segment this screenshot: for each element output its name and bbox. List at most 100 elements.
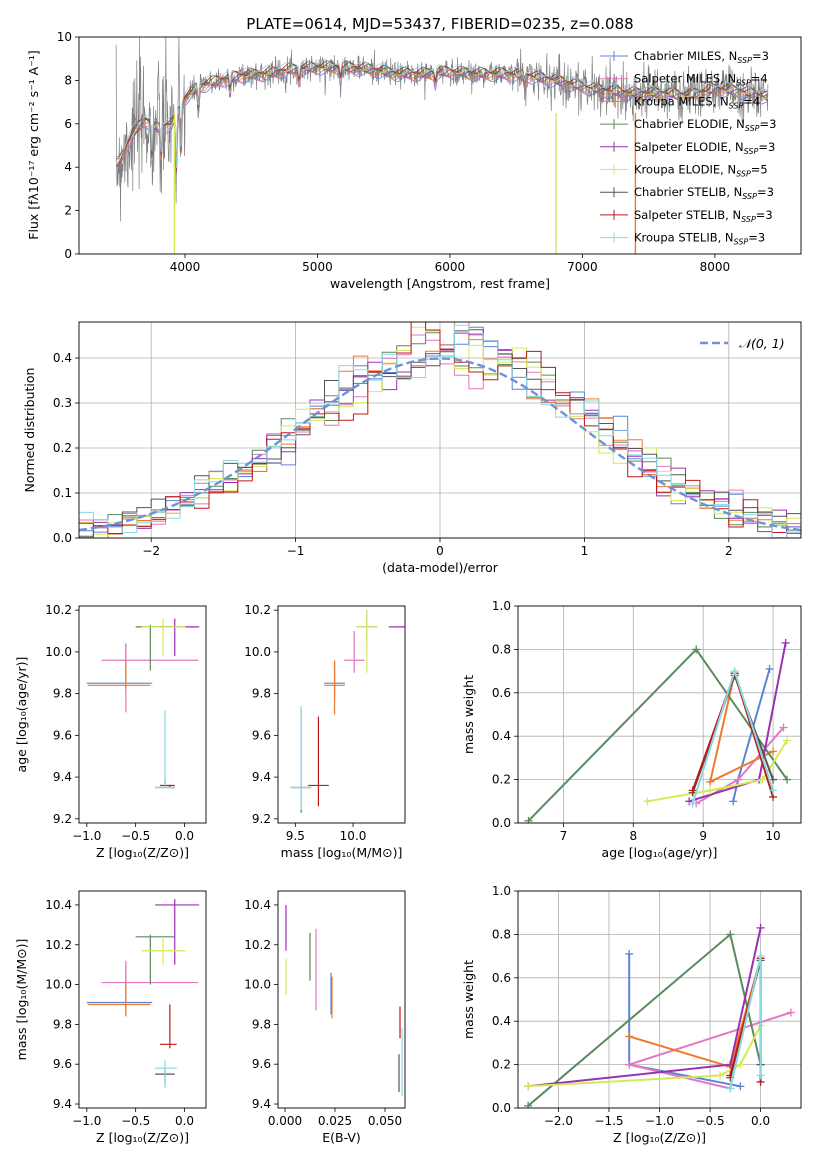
y-tick-label: 0.8 xyxy=(492,927,511,941)
panel-weight_vs_Z: −2.0 −1.5 −1.0 −0.5 0.0 0.0 0.2 0.4 0.6 0.8 1.0 Z [… xyxy=(461,884,802,1145)
plot-area xyxy=(290,610,405,813)
legend-entry: Chabrier ELODIE, NSSP=3 xyxy=(634,117,776,133)
y-tick-label: 10.0 xyxy=(244,978,271,992)
y-axis-label: Flux [fλ10⁻¹⁷ erg cm⁻² s⁻¹ A⁻¹] xyxy=(26,50,41,239)
x-tick-label: 0.0 xyxy=(751,1114,770,1128)
y-tick-label: 10.2 xyxy=(244,938,271,952)
y-tick-label: 0.6 xyxy=(492,971,511,985)
y-axis-label: mass weight xyxy=(461,960,476,1039)
x-axis-label: Z [log₁₀(Z/Z⊙)] xyxy=(96,845,189,860)
legend-text: Chabrier ELODIE, N xyxy=(634,117,745,131)
legend-entry: Salpeter ELODIE, NSSP=3 xyxy=(634,140,775,156)
axes-frame xyxy=(78,36,802,255)
y-tick-label: 1.0 xyxy=(492,884,511,898)
y-tick-label: 10.0 xyxy=(244,645,271,659)
panel-mass_vs_ebv: 0.000 0.025 0.050 9.4 9.6 9.8 10.0 10.2 10.4 E(B-… xyxy=(244,890,406,1145)
axes-frame xyxy=(277,890,406,1109)
x-tick-label: −2 xyxy=(142,544,160,558)
x-tick-label: 9.5 xyxy=(286,829,305,843)
x-axis-label: age [log₁₀(age/yr)] xyxy=(602,845,718,860)
legend-tail: =3 xyxy=(757,185,774,199)
x-tick-label: 4000 xyxy=(170,260,201,274)
y-tick-label: 0.2 xyxy=(53,441,72,455)
ssp-line-salpeter_stelib xyxy=(691,670,774,798)
legend-entry: Salpeter MILES, NSSP=4 xyxy=(634,72,768,88)
y-tick-label: 10.0 xyxy=(45,645,72,659)
y-tick-label: 0.3 xyxy=(53,396,72,410)
x-axis-label: wavelength [Angstrom, rest frame] xyxy=(330,276,550,291)
y-tick-label: 0.4 xyxy=(492,729,511,743)
x-tick-label: 10 xyxy=(765,829,780,843)
x-tick-label: 8000 xyxy=(700,260,731,274)
x-tick-label: −1.5 xyxy=(594,1114,623,1128)
y-tick-label: 10.0 xyxy=(45,978,72,992)
x-tick-label: 2 xyxy=(725,544,733,558)
x-tick-label: 0.0 xyxy=(175,1114,194,1128)
x-axis-label: E(B-V) xyxy=(322,1130,361,1145)
x-tick-label: −1.0 xyxy=(72,1114,101,1128)
axes-frame xyxy=(517,890,802,1109)
y-tick-label: 9.6 xyxy=(53,728,72,742)
y-tick-label: 9.6 xyxy=(53,1057,72,1071)
y-tick-label: 0.0 xyxy=(53,531,72,545)
y-tick-label: 9.6 xyxy=(252,1057,271,1071)
legend-subscript: SSP xyxy=(737,56,752,65)
y-axis-label: Normed distribution xyxy=(22,368,37,493)
x-axis-label: Z [log₁₀(Z/Z⊙)] xyxy=(613,1130,706,1145)
x-tick-label: −1.0 xyxy=(645,1114,674,1128)
ssp-line-chabrier_elodie xyxy=(527,647,788,822)
y-tick-label: 9.4 xyxy=(53,770,72,784)
model-spectrum-kroupa_stelib xyxy=(115,59,769,165)
y-tick-label: 9.2 xyxy=(53,812,72,826)
model-spectrum-chabrier_miles xyxy=(115,69,769,173)
y-tick-label: 0.1 xyxy=(53,486,72,500)
y-tick-label: 10.2 xyxy=(45,603,72,617)
ssp-line-kroupa_stelib xyxy=(729,955,762,1089)
ssp-line-salpeter_elodie xyxy=(688,642,787,803)
x-axis-label: (data-model)/error xyxy=(382,560,499,575)
x-tick-label: 0.050 xyxy=(368,1114,402,1128)
normal-curve xyxy=(79,357,801,532)
legend-tail: =3 xyxy=(760,117,777,131)
x-tick-label: −0.5 xyxy=(121,829,150,843)
x-tick-label: 1 xyxy=(581,544,589,558)
legend-tail: =5 xyxy=(751,163,768,177)
x-tick-label: 7000 xyxy=(567,260,598,274)
panel-residuals: −2 −1 0 1 2 0.0 0.1 0.2 0.3 0.4 (data-model)/error… xyxy=(22,321,802,575)
plot-area xyxy=(285,904,403,1097)
y-tick-label: 2 xyxy=(64,204,72,218)
panel-mass_vs_Z: −1.0 −0.5 0.0 9.4 9.6 9.8 10.0 10.2 10.4 Z [log₁₀… xyxy=(14,890,207,1145)
legend-entry: Kroupa ELODIE, NSSP=5 xyxy=(634,163,768,179)
y-tick-label: 9.4 xyxy=(252,1097,271,1111)
y-tick-label: 9.2 xyxy=(252,812,271,826)
axes-frame xyxy=(517,605,802,824)
y-tick-label: 1.0 xyxy=(492,599,511,613)
panel-age_vs_Z: −1.0 −0.5 0.0 9.2 9.4 9.6 9.8 10.0 10.2 Z [log₁₀(… xyxy=(14,603,207,860)
y-tick-label: 10 xyxy=(57,30,72,44)
legend-subscript: SSP xyxy=(742,192,757,201)
plot-area xyxy=(115,37,769,254)
y-tick-label: 8 xyxy=(64,73,72,87)
y-tick-label: 9.8 xyxy=(252,1017,271,1031)
legend-tail: =3 xyxy=(752,49,769,63)
plot-area xyxy=(524,923,795,1108)
legend-text: Salpeter STELIB, N xyxy=(634,208,741,222)
x-tick-label: 7 xyxy=(560,829,568,843)
y-tick-label: 0.4 xyxy=(492,1014,511,1028)
figure-title: PLATE=0614, MJD=53437, FIBERID=0235, z=0… xyxy=(246,15,633,33)
y-tick-label: 0.8 xyxy=(492,642,511,656)
y-tick-label: 9.8 xyxy=(53,1017,72,1031)
x-tick-label: −1.0 xyxy=(72,829,101,843)
x-axis-label: mass [log₁₀(M/M⊙)] xyxy=(281,845,403,860)
legend-text: Salpeter MILES, N xyxy=(634,72,736,86)
axes-frame xyxy=(78,605,207,824)
x-tick-label: −0.5 xyxy=(121,1114,150,1128)
y-tick-label: 0.4 xyxy=(53,351,72,365)
axes-frame xyxy=(277,605,406,824)
x-tick-label: 0.000 xyxy=(268,1114,302,1128)
axes-frame xyxy=(78,890,207,1109)
legend-subscript: SSP xyxy=(741,215,756,224)
